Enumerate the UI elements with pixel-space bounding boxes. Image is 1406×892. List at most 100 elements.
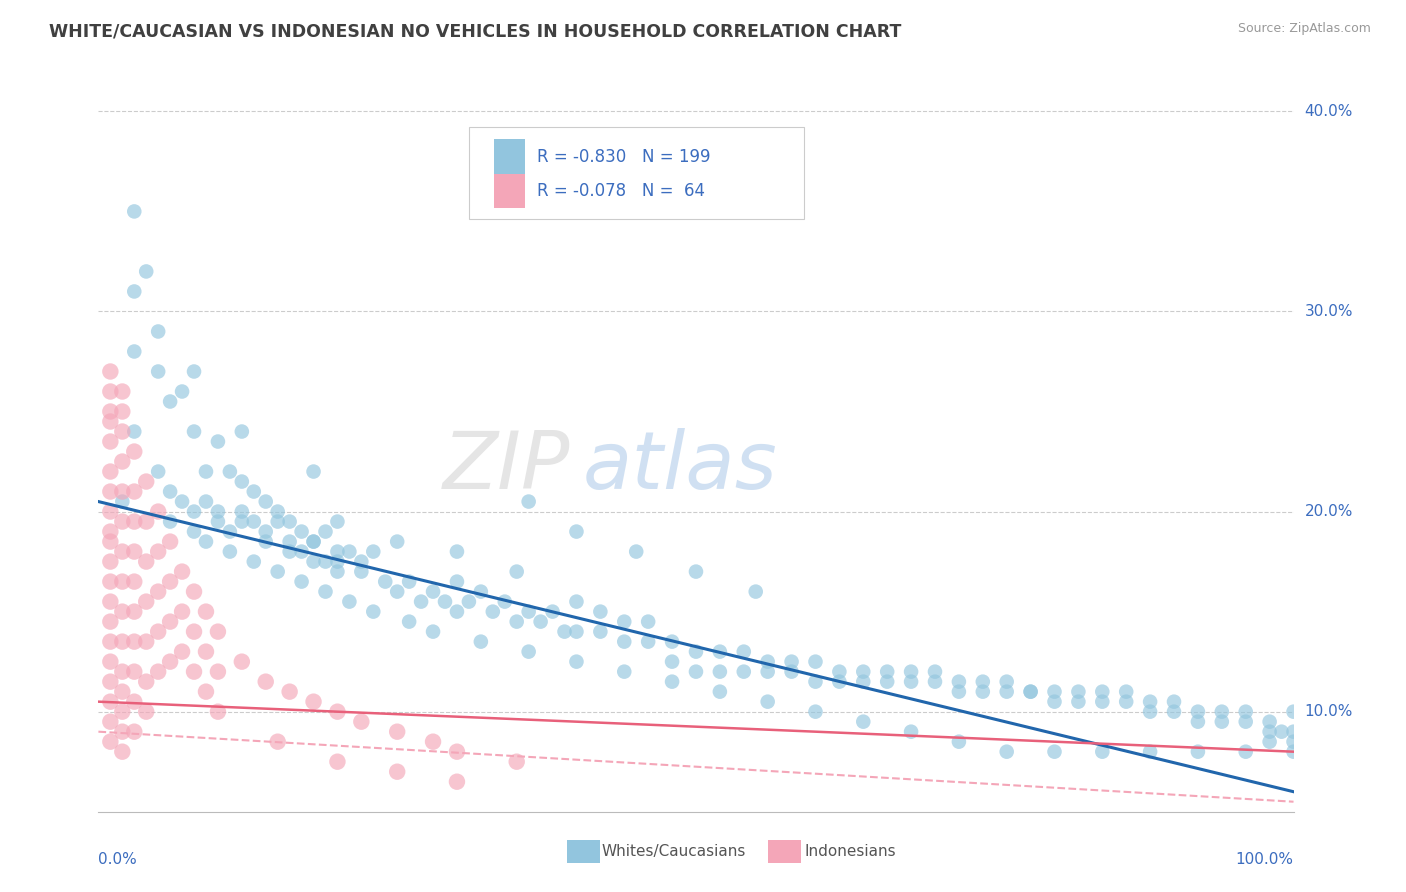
Point: [98, 714, 122, 729]
Point: [995, 674, 1018, 689]
Point: [1282, 724, 1305, 739]
Text: atlas: atlas: [582, 428, 778, 507]
Point: [900, 674, 922, 689]
Point: [1187, 714, 1209, 729]
Point: [302, 465, 325, 479]
Point: [111, 544, 134, 558]
Point: [219, 524, 242, 539]
Point: [98, 594, 122, 608]
Point: [326, 544, 349, 558]
Point: [780, 655, 803, 669]
Point: [350, 714, 373, 729]
Point: [124, 425, 146, 439]
Point: [804, 705, 827, 719]
Text: 30.0%: 30.0%: [1305, 304, 1353, 319]
Point: [124, 695, 146, 709]
Point: [745, 584, 768, 599]
Point: [828, 674, 851, 689]
Point: [1091, 684, 1114, 698]
Text: ZIP: ZIP: [443, 428, 571, 507]
Point: [111, 494, 134, 508]
Point: [111, 484, 134, 499]
Point: [148, 364, 170, 378]
Point: [98, 434, 122, 449]
Point: [98, 655, 122, 669]
Point: [148, 505, 170, 519]
Point: [1067, 695, 1090, 709]
Point: [326, 555, 349, 569]
Point: [1019, 684, 1042, 698]
Point: [1115, 695, 1137, 709]
Point: [98, 695, 122, 709]
Point: [111, 384, 134, 399]
Point: [422, 584, 444, 599]
Point: [506, 615, 529, 629]
Point: [98, 384, 122, 399]
Point: [135, 264, 157, 278]
Point: [159, 574, 181, 589]
Point: [98, 364, 122, 378]
Point: [159, 655, 181, 669]
Text: Source: ZipAtlas.com: Source: ZipAtlas.com: [1237, 22, 1371, 36]
Point: [637, 634, 659, 648]
Point: [302, 534, 325, 549]
Point: [1282, 734, 1305, 748]
Point: [315, 584, 337, 599]
Point: [124, 515, 146, 529]
Point: [326, 515, 349, 529]
Point: [207, 624, 229, 639]
Point: [1019, 684, 1042, 698]
Point: [231, 425, 253, 439]
Point: [183, 425, 205, 439]
Point: [948, 684, 970, 698]
Point: [1067, 684, 1090, 698]
Point: [398, 615, 420, 629]
Point: [124, 574, 146, 589]
Point: [111, 574, 134, 589]
Point: [172, 565, 194, 579]
Point: [876, 665, 898, 679]
Point: [98, 734, 122, 748]
Point: [124, 444, 146, 458]
Point: [219, 465, 242, 479]
Point: [446, 574, 468, 589]
Point: [111, 724, 134, 739]
Point: [278, 515, 301, 529]
Point: [135, 674, 157, 689]
Point: [195, 605, 218, 619]
Point: [267, 734, 290, 748]
Point: [98, 524, 122, 539]
Point: [98, 674, 122, 689]
Point: [315, 555, 337, 569]
Point: [183, 624, 205, 639]
Text: Whites/Caucasians: Whites/Caucasians: [602, 845, 747, 859]
Point: [398, 574, 420, 589]
Text: 20.0%: 20.0%: [1305, 504, 1353, 519]
Point: [267, 565, 290, 579]
Point: [243, 484, 266, 499]
Point: [135, 475, 157, 489]
Point: [231, 515, 253, 529]
Point: [1043, 684, 1066, 698]
Point: [434, 594, 457, 608]
Point: [876, 674, 898, 689]
Point: [172, 605, 194, 619]
Point: [1258, 724, 1281, 739]
Point: [1163, 695, 1185, 709]
Point: [124, 634, 146, 648]
Point: [565, 594, 588, 608]
Point: [613, 665, 636, 679]
Point: [195, 534, 218, 549]
Point: [804, 674, 827, 689]
Point: [685, 665, 707, 679]
Point: [900, 665, 922, 679]
Point: [207, 434, 229, 449]
Point: [422, 624, 444, 639]
Point: [1211, 705, 1233, 719]
Point: [804, 655, 827, 669]
Text: Indonesians: Indonesians: [804, 845, 896, 859]
Point: [231, 655, 253, 669]
Point: [1234, 745, 1257, 759]
Point: [98, 574, 122, 589]
Point: [207, 505, 229, 519]
